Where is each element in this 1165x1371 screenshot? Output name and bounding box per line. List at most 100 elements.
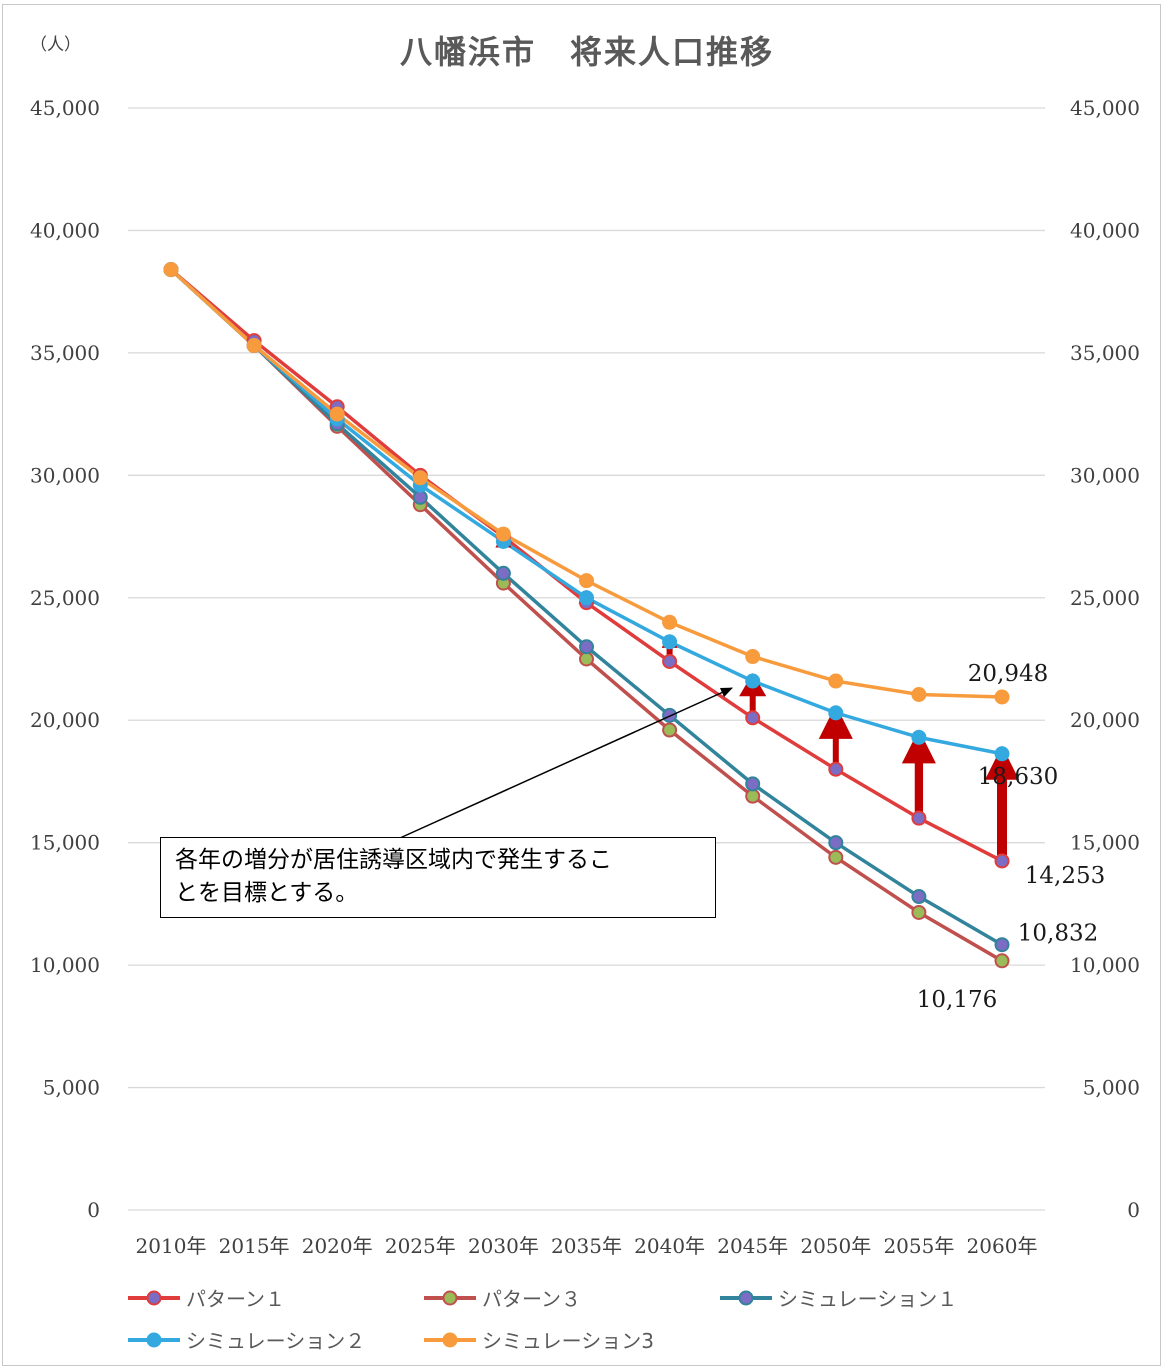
- legend-marker: [146, 1290, 162, 1306]
- x-tick-label: 2040年: [634, 1234, 705, 1258]
- data-point: [662, 634, 678, 650]
- series-line: [169, 268, 1003, 756]
- legend-item: シミュレーション２: [128, 1329, 365, 1353]
- y-tick-label-right: 45,000: [1070, 96, 1140, 120]
- x-tick-label: 2050年: [800, 1234, 871, 1258]
- data-point: [662, 707, 678, 723]
- data-point: [412, 489, 428, 505]
- data-point: [246, 338, 262, 354]
- data-point: [662, 614, 678, 630]
- legend-label: シミュレーション２: [186, 1329, 365, 1353]
- annotation-box: 各年の増分が居住誘導区域内で発生するこ とを目標とする。: [160, 837, 716, 918]
- data-point: [329, 406, 345, 422]
- y-tick-label-left: 10,000: [30, 953, 100, 977]
- data-label: 10,832: [1018, 921, 1098, 947]
- data-point: [828, 673, 844, 689]
- data-point: [994, 937, 1010, 953]
- y-tick-label-right: 30,000: [1070, 463, 1140, 487]
- legend-item: シミュレーション3: [424, 1329, 654, 1353]
- y-tick-label-right: 40,000: [1070, 218, 1140, 242]
- legend-item: シミュレーション１: [720, 1287, 957, 1311]
- data-point: [828, 705, 844, 721]
- legend-label: シミュレーション3: [482, 1329, 654, 1353]
- data-point: [495, 526, 511, 542]
- data-point: [745, 776, 761, 792]
- y-tick-label-right: 10,000: [1070, 953, 1140, 977]
- y-tick-label-right: 15,000: [1070, 831, 1140, 855]
- y-tick-label-left: 45,000: [30, 96, 100, 120]
- growth-arrow: [739, 673, 767, 712]
- data-point: [745, 673, 761, 689]
- legend-label: パターン３: [482, 1287, 581, 1311]
- data-point: [911, 687, 927, 703]
- data-point: [911, 889, 927, 905]
- data-point: [745, 710, 761, 726]
- y-tick-label-left: 20,000: [30, 708, 100, 732]
- legend-marker: [442, 1290, 458, 1306]
- y-tick-label-right: 35,000: [1070, 341, 1140, 365]
- data-point: [579, 590, 594, 606]
- growth-arrow: [818, 704, 853, 764]
- x-tick-label: 2010年: [136, 1234, 207, 1258]
- x-tick-label: 2020年: [302, 1234, 373, 1258]
- x-tick-label: 2025年: [385, 1234, 456, 1258]
- data-point: [994, 746, 1010, 762]
- data-point: [911, 904, 927, 920]
- data-point: [579, 651, 594, 667]
- chart-title: 八幡浜市 将来人口推移: [400, 33, 774, 71]
- data-point: [412, 470, 428, 486]
- annotation-text-line1: 各年の増分が居住誘導区域内で発生するこ: [175, 847, 612, 873]
- data-label: 14,253: [1025, 863, 1105, 889]
- chart-frame: [2, 4, 1161, 1366]
- legend-label: パターン１: [186, 1287, 285, 1311]
- data-point: [828, 761, 844, 777]
- legend-item: パターン１: [128, 1287, 285, 1311]
- y-tick-label-left: 25,000: [30, 586, 100, 610]
- data-point: [911, 810, 927, 826]
- data-point: [994, 853, 1010, 869]
- unit-label: （人）: [30, 35, 81, 55]
- data-point: [579, 639, 594, 655]
- legend-label: シミュレーション１: [778, 1287, 957, 1311]
- y-tick-label-left: 15,000: [30, 831, 100, 855]
- annotation-text-line2: とを目標とする。: [175, 880, 359, 906]
- data-point: [911, 729, 927, 745]
- data-point: [994, 689, 1010, 705]
- x-tick-label: 2035年: [551, 1234, 622, 1258]
- y-tick-label-left: 0: [87, 1198, 100, 1222]
- y-tick-label-left: 5,000: [43, 1076, 100, 1100]
- x-tick-label: 2030年: [468, 1234, 539, 1258]
- data-point: [163, 262, 179, 278]
- growth-arrow: [985, 745, 1019, 855]
- data-point: [579, 573, 594, 589]
- y-tick-label-left: 40,000: [30, 218, 100, 242]
- data-label: 20,948: [968, 661, 1048, 687]
- legend-marker: [442, 1332, 458, 1348]
- x-tick-label: 2055年: [883, 1234, 954, 1258]
- data-point: [662, 653, 678, 669]
- legend-marker: [146, 1332, 162, 1348]
- x-tick-label: 2015年: [219, 1234, 290, 1258]
- legend-marker: [738, 1290, 754, 1306]
- series-line: [169, 268, 1003, 863]
- x-tick-label: 2060年: [967, 1234, 1038, 1258]
- y-tick-label-right: 5,000: [1083, 1076, 1140, 1100]
- x-tick-label: 2045年: [717, 1234, 788, 1258]
- y-tick-label-right: 20,000: [1070, 708, 1140, 732]
- data-point: [745, 788, 761, 804]
- data-point: [495, 565, 511, 581]
- data-point: [828, 849, 844, 865]
- data-label: 10,176: [917, 987, 997, 1013]
- annotation-pointer-arrow: [399, 687, 733, 839]
- legend-item: パターン３: [424, 1287, 581, 1311]
- y-tick-label-right: 0: [1127, 1198, 1140, 1222]
- data-point: [828, 835, 844, 851]
- data-point: [745, 649, 761, 665]
- data-label: 18,630: [978, 764, 1058, 790]
- data-point: [662, 722, 678, 738]
- series-line: [169, 268, 1003, 699]
- y-tick-label-left: 30,000: [30, 463, 100, 487]
- data-point: [994, 953, 1010, 969]
- growth-arrow: [901, 729, 936, 813]
